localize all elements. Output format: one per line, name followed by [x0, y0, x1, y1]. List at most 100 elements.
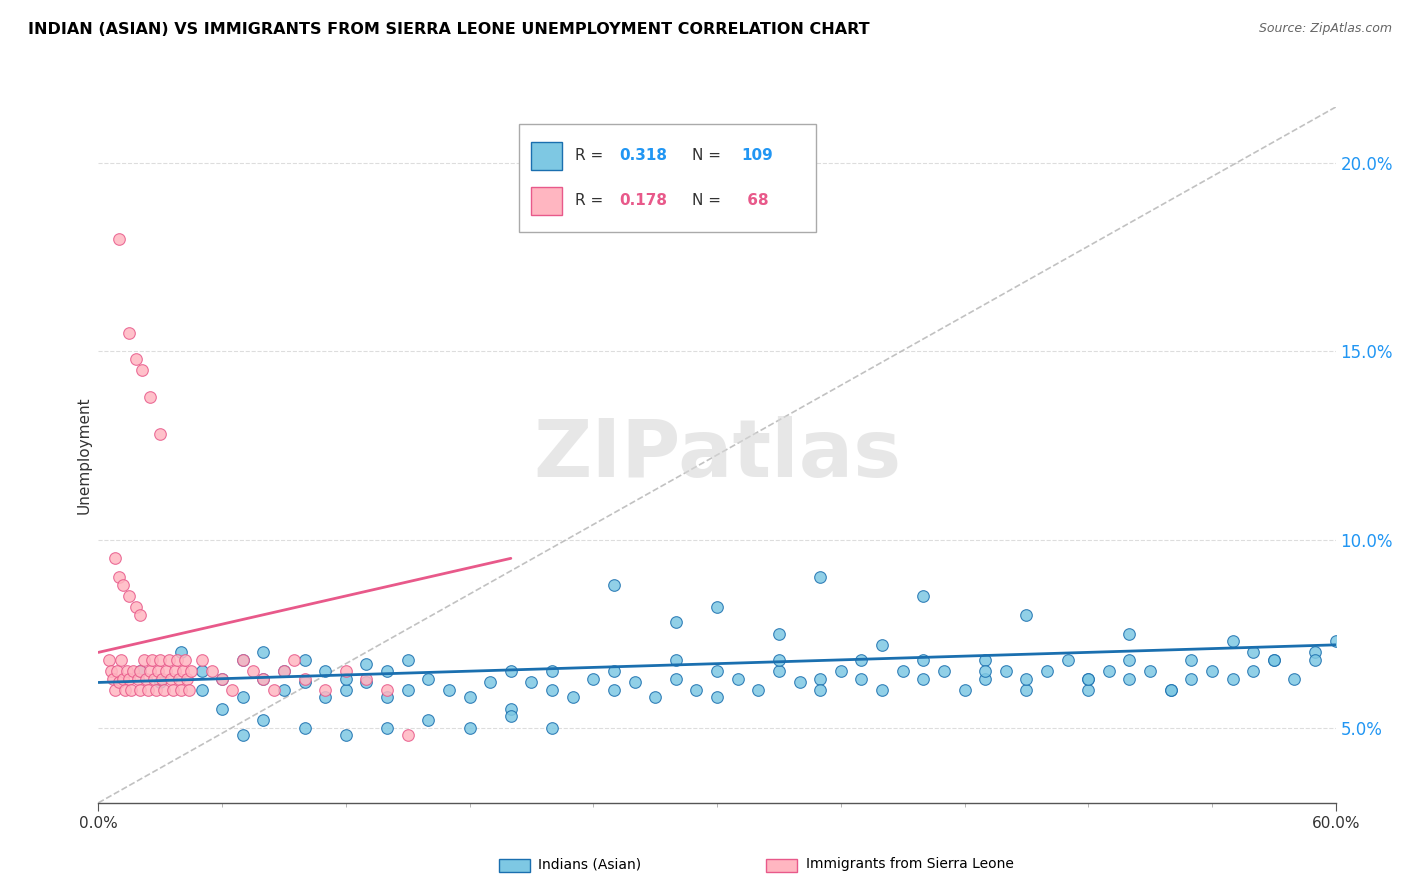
Point	[1201, 664, 1223, 678]
Point	[870, 638, 893, 652]
Point	[159, 672, 181, 686]
Point	[118, 326, 141, 340]
Point	[149, 653, 172, 667]
Point	[128, 683, 150, 698]
Point	[1160, 683, 1182, 698]
Point	[1139, 664, 1161, 678]
Point	[768, 626, 790, 640]
Point	[1077, 672, 1099, 686]
Point	[1263, 653, 1285, 667]
Point	[912, 653, 935, 667]
Point	[263, 683, 285, 698]
Point	[912, 589, 935, 603]
Point	[167, 672, 190, 686]
FancyBboxPatch shape	[531, 142, 562, 169]
Point	[108, 675, 131, 690]
Point	[582, 672, 605, 686]
Point	[135, 672, 157, 686]
Point	[283, 653, 305, 667]
Point	[252, 672, 274, 686]
Point	[97, 653, 120, 667]
Text: R =: R =	[575, 148, 607, 163]
Point	[994, 664, 1017, 678]
Point	[1036, 664, 1059, 678]
Point	[314, 690, 336, 705]
Point	[190, 683, 212, 698]
Text: INDIAN (ASIAN) VS IMMIGRANTS FROM SIERRA LEONE UNEMPLOYMENT CORRELATION CHART: INDIAN (ASIAN) VS IMMIGRANTS FROM SIERRA…	[28, 22, 870, 37]
Point	[131, 363, 153, 377]
Point	[314, 683, 336, 698]
Point	[1222, 672, 1244, 686]
Point	[974, 664, 997, 678]
Point	[356, 657, 378, 671]
Point	[1222, 634, 1244, 648]
Point	[170, 683, 193, 698]
Point	[1284, 672, 1306, 686]
Point	[294, 653, 316, 667]
Point	[541, 721, 564, 735]
Text: ZIPatlas: ZIPatlas	[533, 416, 901, 494]
Point	[1160, 683, 1182, 698]
Point	[891, 664, 914, 678]
Point	[149, 427, 172, 442]
Point	[1015, 683, 1038, 698]
Point	[789, 675, 811, 690]
Point	[211, 672, 233, 686]
Point	[1015, 607, 1038, 622]
Point	[396, 653, 419, 667]
Point	[162, 683, 184, 698]
Point	[747, 683, 769, 698]
Point	[176, 672, 198, 686]
Point	[665, 672, 688, 686]
Point	[118, 589, 141, 603]
Point	[110, 653, 132, 667]
Point	[211, 702, 233, 716]
Point	[104, 551, 127, 566]
Point	[108, 570, 131, 584]
Point	[932, 664, 955, 678]
Point	[706, 600, 728, 615]
Point	[108, 232, 131, 246]
Point	[808, 570, 831, 584]
Point	[221, 683, 243, 698]
Point	[117, 664, 139, 678]
Point	[112, 672, 135, 686]
Point	[375, 690, 398, 705]
Point	[458, 690, 481, 705]
Point	[105, 664, 128, 678]
Point	[232, 653, 254, 667]
Point	[375, 721, 398, 735]
Text: 68: 68	[742, 194, 769, 209]
Y-axis label: Unemployment: Unemployment	[76, 396, 91, 514]
Point	[1077, 672, 1099, 686]
Point	[174, 653, 197, 667]
Point	[180, 664, 202, 678]
Point	[335, 672, 357, 686]
Point	[418, 713, 440, 727]
Point	[242, 664, 264, 678]
Point	[150, 672, 173, 686]
Point	[232, 653, 254, 667]
Point	[644, 690, 666, 705]
Point	[252, 713, 274, 727]
Point	[149, 675, 172, 690]
FancyBboxPatch shape	[531, 187, 562, 215]
Point	[128, 664, 150, 678]
Point	[157, 653, 180, 667]
Point	[1180, 672, 1202, 686]
Point	[1303, 645, 1326, 659]
Point	[104, 683, 127, 698]
Point	[153, 683, 176, 698]
Point	[1263, 653, 1285, 667]
Point	[396, 728, 419, 742]
Point	[541, 683, 564, 698]
Point	[252, 672, 274, 686]
Point	[418, 672, 440, 686]
Point	[335, 664, 357, 678]
Text: N =: N =	[692, 148, 725, 163]
Text: 0.178: 0.178	[619, 194, 668, 209]
Point	[870, 683, 893, 698]
Point	[114, 683, 136, 698]
Point	[335, 728, 357, 742]
Point	[179, 683, 201, 698]
